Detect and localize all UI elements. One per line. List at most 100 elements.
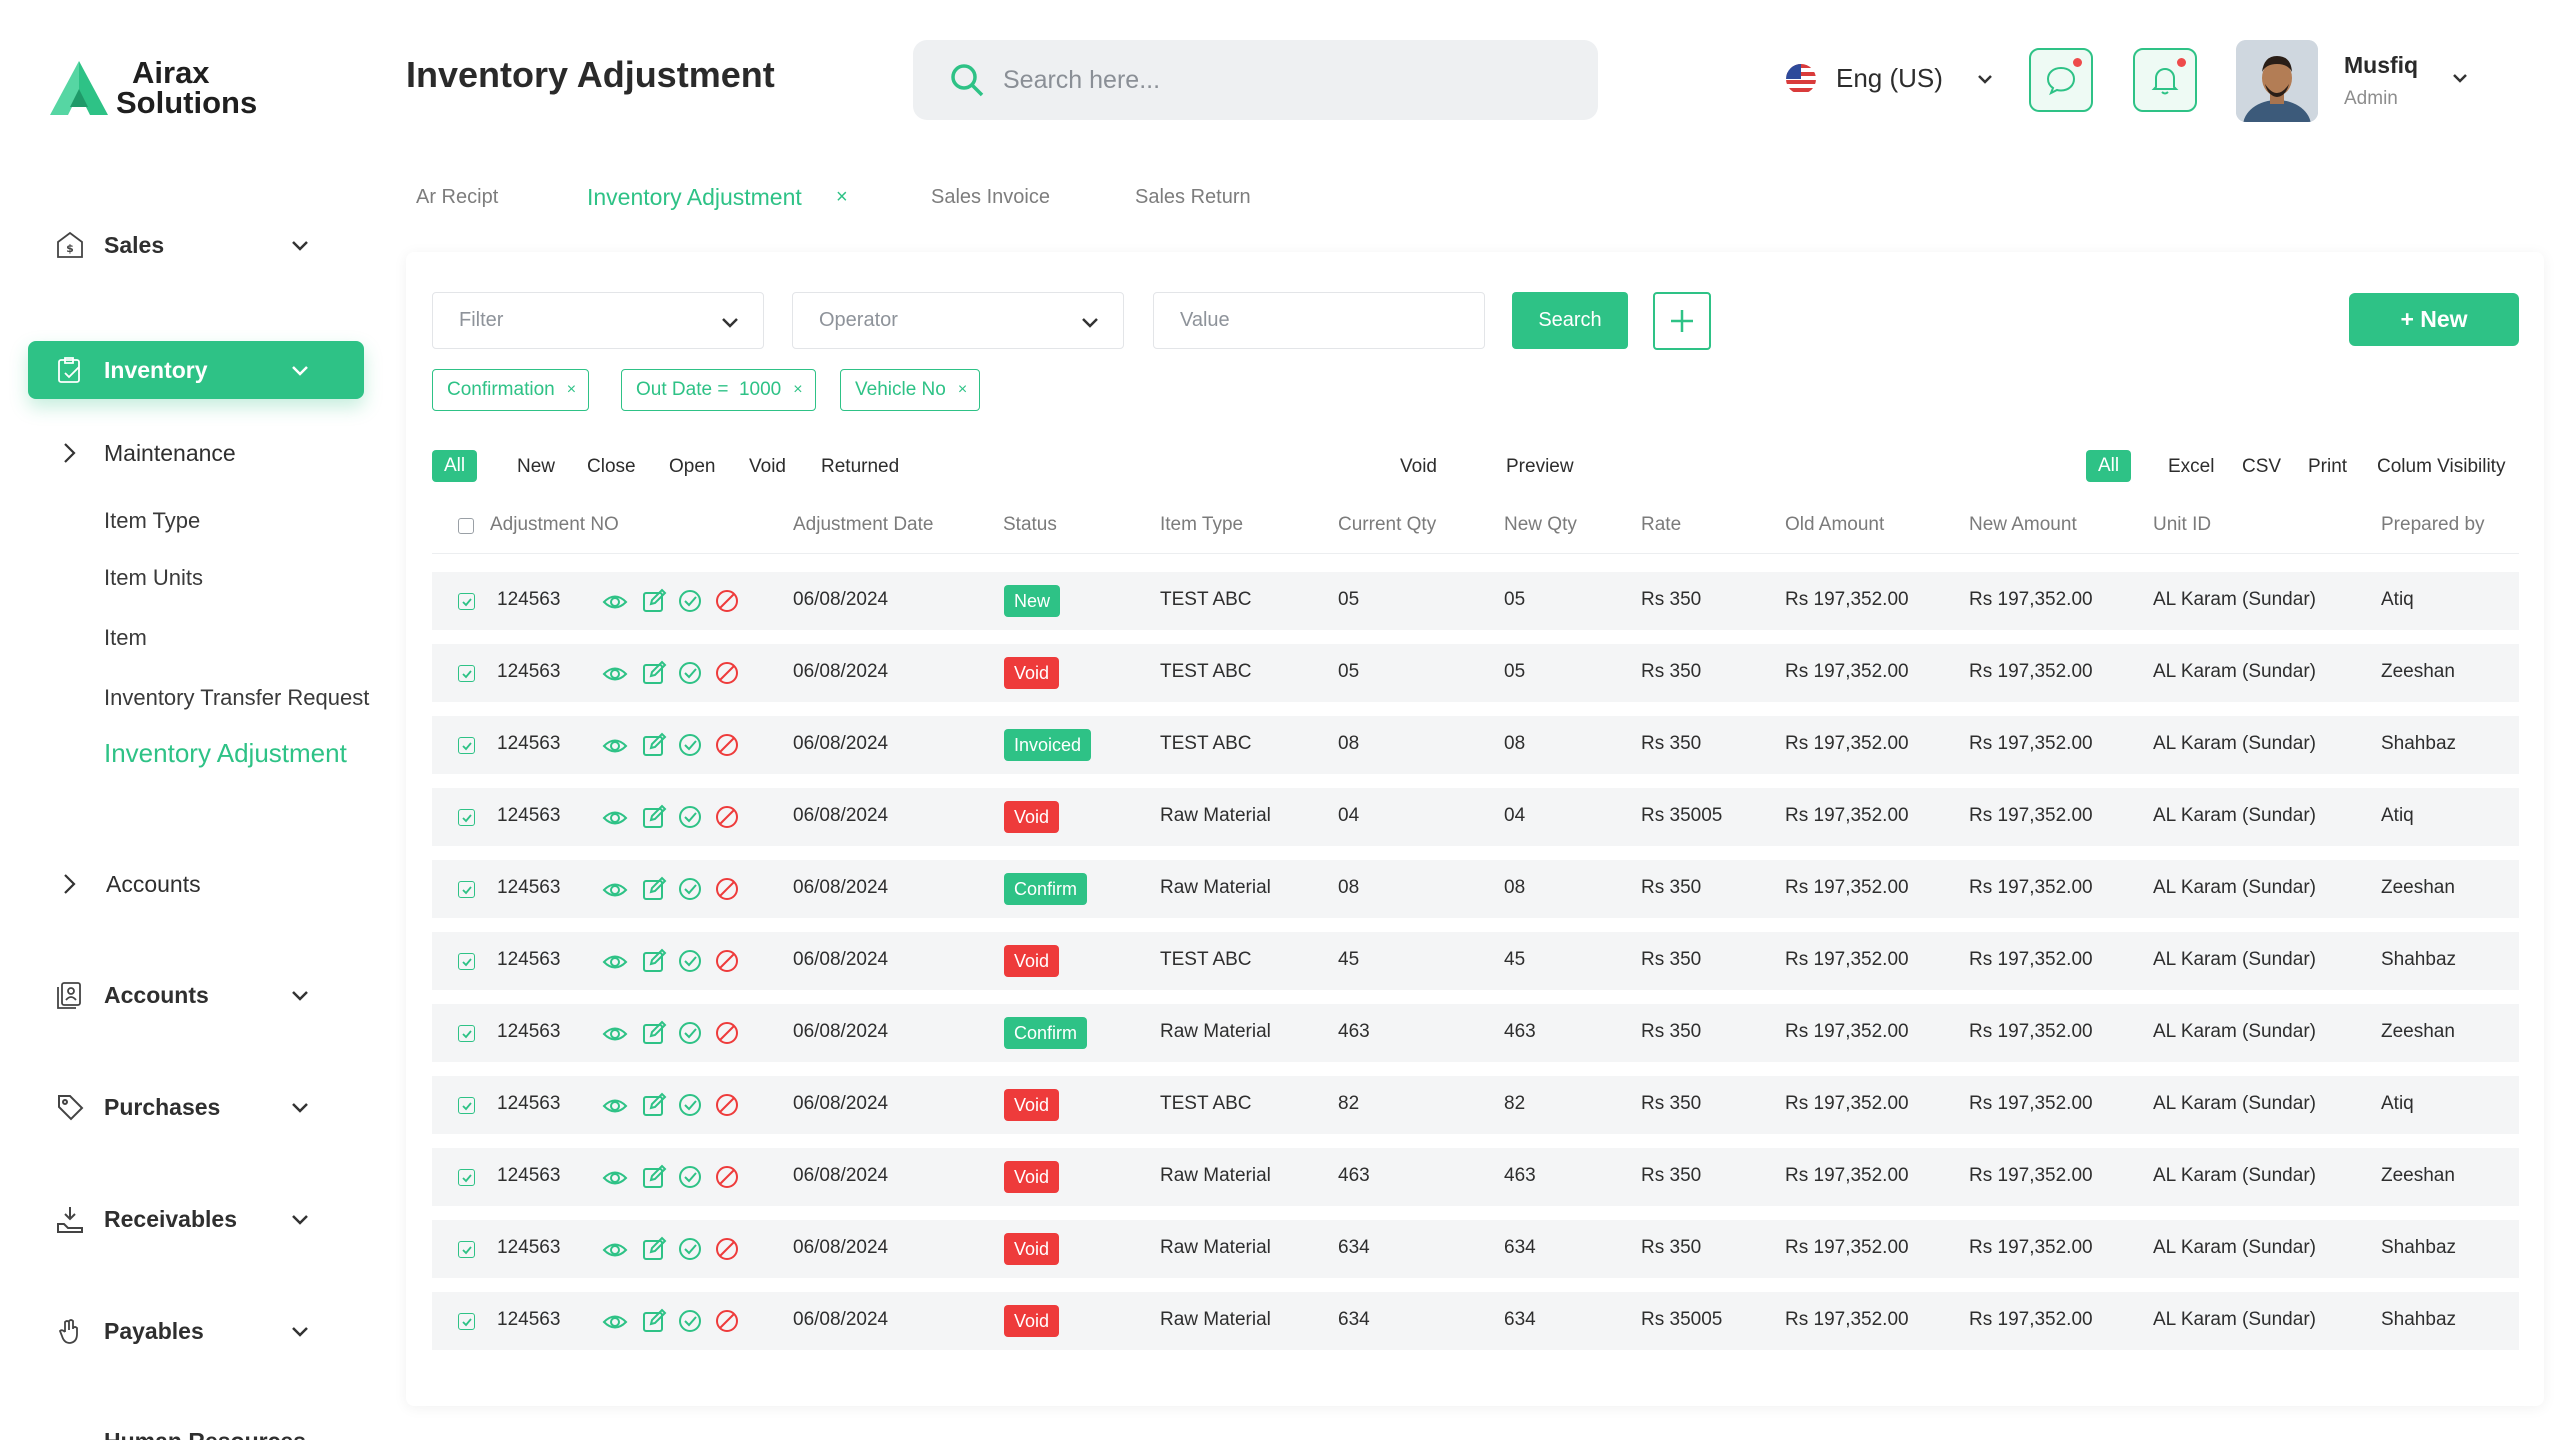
edit-icon[interactable] — [640, 1019, 668, 1047]
chevron-down-icon[interactable] — [288, 1319, 312, 1343]
tab-inventory-adjustment[interactable]: Inventory Adjustment — [587, 184, 802, 210]
tab-sales-return[interactable]: Sales Return — [1135, 186, 1251, 208]
cancel-icon[interactable] — [713, 1307, 741, 1335]
edit-icon[interactable] — [640, 587, 668, 615]
close-icon[interactable]: × — [566, 381, 577, 398]
sidebar-item-human-resources[interactable]: Human Resources — [28, 1410, 364, 1440]
approve-icon[interactable] — [676, 1163, 704, 1191]
sidebar-subitem-item-type[interactable]: Item Type — [104, 508, 201, 533]
chevron-down-icon[interactable] — [288, 1207, 312, 1231]
edit-icon[interactable] — [640, 875, 668, 903]
edit-icon[interactable] — [640, 803, 668, 831]
view-icon[interactable] — [601, 1091, 629, 1119]
sidebar-subitem-inventory-adjustment[interactable]: Inventory Adjustment — [104, 738, 347, 768]
edit-icon[interactable] — [640, 1307, 668, 1335]
approve-icon[interactable] — [676, 731, 704, 759]
print-action[interactable]: Print — [2308, 456, 2348, 477]
edit-icon[interactable] — [640, 731, 668, 759]
view-icon[interactable] — [601, 731, 629, 759]
cancel-icon[interactable] — [713, 1235, 741, 1263]
table-row[interactable]: 124563 06/08/2024 Raw Material 463 463 Rs 350… — [432, 1004, 2519, 1062]
row-checkbox[interactable] — [458, 1097, 475, 1114]
row-checkbox[interactable] — [458, 665, 475, 682]
table-row[interactable]: 124563 06/08/2024 Raw Material 463 463 Rs 350… — [432, 1148, 2519, 1206]
view-icon[interactable] — [601, 659, 629, 687]
view-icon[interactable] — [601, 947, 629, 975]
table-row[interactable]: 124563 06/08/2024 Raw Material 634 634 Rs 350… — [432, 1220, 2519, 1278]
row-checkbox[interactable] — [458, 881, 475, 898]
chevron-down-icon[interactable] — [288, 233, 312, 257]
cancel-icon[interactable] — [713, 947, 741, 975]
cancel-icon[interactable] — [713, 659, 741, 687]
chevron-down-icon[interactable] — [288, 1095, 312, 1119]
cancel-icon[interactable] — [713, 587, 741, 615]
filter-select[interactable]: Filter — [432, 292, 764, 349]
edit-icon[interactable] — [640, 1235, 668, 1263]
cancel-icon[interactable] — [713, 803, 741, 831]
table-row[interactable]: 124563 06/08/2024 TEST ABC 05 05 Rs 350 Rs 197… — [432, 572, 2519, 630]
row-checkbox[interactable] — [458, 1241, 475, 1258]
new-button[interactable]: + New — [2349, 293, 2519, 346]
view-icon[interactable] — [601, 1235, 629, 1263]
cancel-icon[interactable] — [713, 875, 741, 903]
table-row[interactable]: 124563 06/08/2024 Raw Material 08 08 Rs 350 Rs… — [432, 860, 2519, 918]
table-row[interactable]: 124563 06/08/2024 TEST ABC 08 08 Rs 350 Rs 197… — [432, 716, 2519, 774]
view-icon[interactable] — [601, 587, 629, 615]
close-icon[interactable]: × — [793, 381, 803, 398]
cancel-icon[interactable] — [713, 731, 741, 759]
view-icon[interactable] — [601, 1019, 629, 1047]
brand-logo[interactable]: Airax Solutions — [48, 57, 257, 118]
cancel-icon[interactable] — [713, 1163, 741, 1191]
row-checkbox[interactable] — [458, 1025, 475, 1042]
add-filter-button[interactable] — [1653, 292, 1711, 350]
table-row[interactable]: 124563 06/08/2024 Raw Material 04 04 Rs 35005… — [432, 788, 2519, 846]
column-header[interactable]: Unit ID — [2153, 514, 2212, 535]
search-bar[interactable] — [913, 40, 1598, 120]
cancel-icon[interactable] — [713, 1091, 741, 1119]
approve-icon[interactable] — [676, 1019, 704, 1047]
sidebar-item-inventory[interactable]: Inventory — [28, 341, 364, 399]
sidebar-item-maintenance[interactable]: Maintenance — [28, 424, 364, 482]
search-input[interactable] — [1003, 65, 1563, 95]
column-header[interactable]: Rate — [1641, 514, 1682, 535]
close-icon[interactable]: × — [836, 186, 848, 208]
status-filter-void[interactable]: Void — [749, 456, 786, 477]
column-header[interactable]: New Amount — [1969, 514, 2077, 535]
table-row[interactable]: 124563 06/08/2024 TEST ABC 05 05 Rs 350 Rs 197… — [432, 644, 2519, 702]
filter-chip[interactable]: Vehicle No × — [840, 369, 981, 411]
export-excel[interactable]: Excel — [2168, 456, 2215, 477]
sidebar-subitem-inventory-transfer-request[interactable]: Inventory Transfer Request — [104, 685, 370, 710]
avatar[interactable] — [2236, 40, 2318, 122]
language-selector[interactable]: Eng (US) — [1786, 63, 1995, 94]
status-filter-close[interactable]: Close — [587, 456, 636, 477]
row-checkbox[interactable] — [458, 809, 475, 826]
edit-icon[interactable] — [640, 1163, 668, 1191]
table-row[interactable]: 124563 06/08/2024 TEST ABC 45 45 Rs 350 Rs 197… — [432, 932, 2519, 990]
view-icon[interactable] — [601, 803, 629, 831]
sidebar-subitem-item-units[interactable]: Item Units — [104, 565, 204, 590]
view-icon[interactable] — [601, 1163, 629, 1191]
search-button[interactable]: Search — [1512, 292, 1628, 349]
row-checkbox[interactable] — [458, 953, 475, 970]
approve-icon[interactable] — [676, 875, 704, 903]
sidebar-item-sales[interactable]: $ Sales — [28, 216, 364, 274]
row-checkbox[interactable] — [458, 1313, 475, 1330]
column-header[interactable]: Status — [1003, 514, 1057, 535]
column-header[interactable]: Item Type — [1160, 514, 1244, 535]
edit-icon[interactable] — [640, 947, 668, 975]
chevron-down-icon[interactable] — [288, 358, 312, 382]
column-header[interactable]: New Qty — [1504, 514, 1577, 535]
tab-ar-recipt[interactable]: Ar Recipt — [416, 186, 499, 208]
status-filter-returned[interactable]: Returned — [821, 456, 900, 477]
approve-icon[interactable] — [676, 1091, 704, 1119]
cancel-icon[interactable] — [713, 1019, 741, 1047]
table-row[interactable]: 124563 06/08/2024 TEST ABC 82 82 Rs 350 Rs 197… — [432, 1076, 2519, 1134]
row-checkbox[interactable] — [458, 737, 475, 754]
sidebar-item-accounts-collapsed[interactable]: Accounts — [28, 855, 364, 913]
notifications-button[interactable] — [2133, 48, 2197, 112]
column-visibility-action[interactable]: Colum Visibility — [2377, 456, 2506, 477]
edit-icon[interactable] — [640, 1091, 668, 1119]
close-icon[interactable]: × — [957, 381, 968, 398]
sidebar-item-payables[interactable]: Payables — [28, 1302, 364, 1360]
view-icon[interactable] — [601, 875, 629, 903]
